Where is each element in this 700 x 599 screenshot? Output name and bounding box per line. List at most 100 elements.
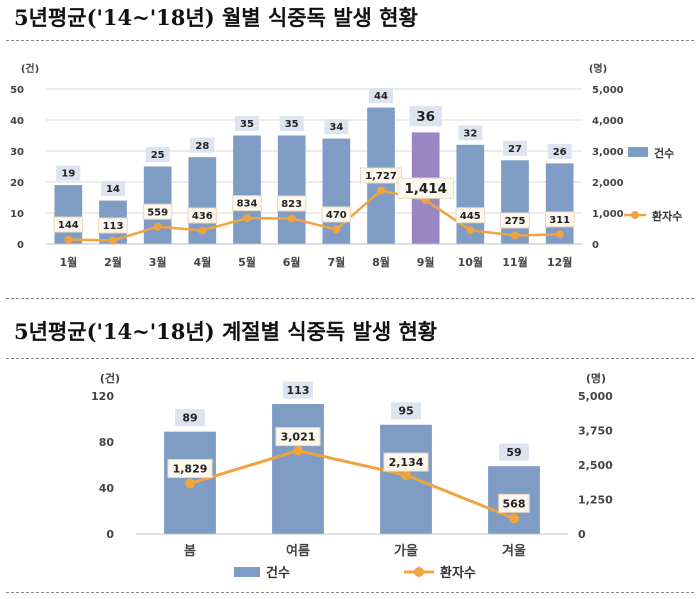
line-value-label-bg [53, 216, 84, 233]
line-value-label-bg [275, 427, 321, 447]
x-tick-label: 겨울 [502, 543, 526, 559]
patients-point [293, 445, 303, 456]
y-right-tick: 1,000 [592, 209, 624, 220]
line-value-label: 470 [326, 210, 347, 221]
line-value-label-bg [321, 206, 352, 223]
bar-value-label: 35 [285, 119, 299, 130]
bar-value-label: 95 [398, 405, 413, 418]
bar-value-label-bg [369, 88, 393, 104]
x-tick-label: 3월 [149, 255, 167, 269]
bar-value-label: 32 [463, 128, 477, 139]
line-value-label-bg [187, 207, 218, 224]
line-value-label: 436 [192, 211, 213, 222]
legend-bar-label: 건수 [654, 146, 674, 160]
line-value-label: 3,021 [281, 431, 316, 444]
line-value-label-bg [455, 207, 486, 224]
bar-value-label-bg [283, 381, 313, 399]
line-value-label: 823 [281, 199, 302, 210]
patients-point [287, 214, 296, 223]
x-tick-label: 1월 [59, 255, 77, 269]
monthly-chart-title: 5년평균('14~'18년) 월별 식중독 발생 현황 [14, 5, 418, 30]
line-value-label-bg [142, 203, 173, 220]
bar-value-label-bg [503, 140, 527, 156]
line-value-label: 445 [460, 211, 481, 222]
y-left-tick: 0 [106, 528, 114, 541]
bar-value-label-bg [235, 116, 259, 131]
patients-point [198, 226, 207, 235]
patients-point [243, 214, 251, 223]
line-value-label-bg [544, 211, 575, 228]
patients-point [509, 513, 519, 524]
y-right-tick: 2,000 [592, 178, 624, 189]
bar-value-label: 26 [553, 147, 567, 158]
line-value-label: 1,829 [173, 462, 208, 475]
x-tick-label: 7월 [327, 255, 345, 269]
x-tick-label: 가을 [394, 543, 418, 559]
monthly-chart: 0 10 20 30 40 50 0 1,000 2,000 3,000 4,000 5,000 (건)… [10, 62, 682, 269]
divider-bottom [6, 592, 694, 593]
bar-value-label-bg [391, 402, 421, 420]
bar-value-label-bg [458, 125, 483, 141]
y-left-unit: (건) [100, 371, 120, 385]
y-right-tick: 1,250 [578, 494, 613, 507]
bar-value-label-bg [175, 409, 205, 427]
line-value-label: 834 [237, 199, 258, 210]
y-right-tick: 5,000 [592, 85, 624, 96]
y-left-unit: (건) [21, 62, 39, 75]
seasonal-chart: 0 40 80 120 0 1,250 2,500 3,750 5,000 (건) (명) 89 113… [91, 371, 613, 581]
legend-bar-swatch [234, 567, 260, 577]
bar [277, 135, 306, 244]
x-tick-label: 6월 [283, 255, 301, 269]
patients-point [64, 235, 73, 244]
x-tick-label: 여름 [286, 543, 310, 559]
bar-value-label: 27 [508, 144, 522, 155]
y-right-unit: (명) [589, 62, 607, 75]
line-value-label-bg [98, 217, 128, 234]
bar-value-label: 44 [374, 91, 388, 102]
bar-value-label-bg [499, 443, 529, 461]
x-tick-label: 12월 [547, 255, 572, 269]
y-left-tick: 50 [10, 85, 24, 96]
bar-value-label-bg [190, 137, 215, 153]
bar-value-label-bg [145, 147, 170, 162]
line-value-label-bg [500, 212, 530, 229]
x-tick-label: 5월 [238, 255, 256, 269]
line-value-label: 275 [505, 216, 526, 227]
patients-point [555, 230, 564, 239]
bar-value-label-bg [409, 106, 442, 127]
bar [54, 185, 83, 244]
legend-line-label: 환자수 [652, 209, 682, 223]
line-value-label-bg [383, 452, 429, 472]
bar-value-label: 34 [329, 122, 343, 133]
y-right-tick: 3,000 [592, 147, 624, 158]
bar-value-label: 35 [240, 119, 254, 130]
line-value-label: 113 [103, 221, 124, 232]
patients-point [377, 186, 385, 195]
legend-bar-swatch [628, 147, 648, 157]
x-tick-label: 10월 [458, 255, 483, 269]
patients-point [466, 226, 475, 235]
bar-value-label: 28 [195, 141, 209, 152]
legend-line-marker [631, 211, 639, 219]
patients-point [511, 231, 519, 240]
y-right-tick: 4,000 [592, 116, 624, 127]
bar [501, 160, 529, 244]
line-value-label: 559 [147, 207, 168, 218]
bar-value-label: 19 [61, 169, 75, 180]
bar-value-label-bg [547, 143, 572, 159]
y-right-tick: 0 [592, 240, 599, 251]
patients-point [153, 222, 162, 231]
y-left-tick: 40 [10, 116, 24, 127]
bar-value-label: 59 [506, 446, 521, 459]
y-right-unit: (명) [586, 371, 606, 385]
bar-value-label-bg [56, 165, 81, 181]
y-left-tick: 30 [10, 147, 24, 158]
x-tick-label: 2월 [104, 255, 122, 269]
line-value-label: 1,414 [404, 181, 447, 197]
divider-top [6, 40, 694, 41]
legend-bar-label: 건수 [266, 565, 290, 581]
y-left-tick: 120 [91, 390, 114, 403]
line-value-label-bg [397, 177, 454, 199]
x-tick-label: 9월 [417, 255, 435, 269]
